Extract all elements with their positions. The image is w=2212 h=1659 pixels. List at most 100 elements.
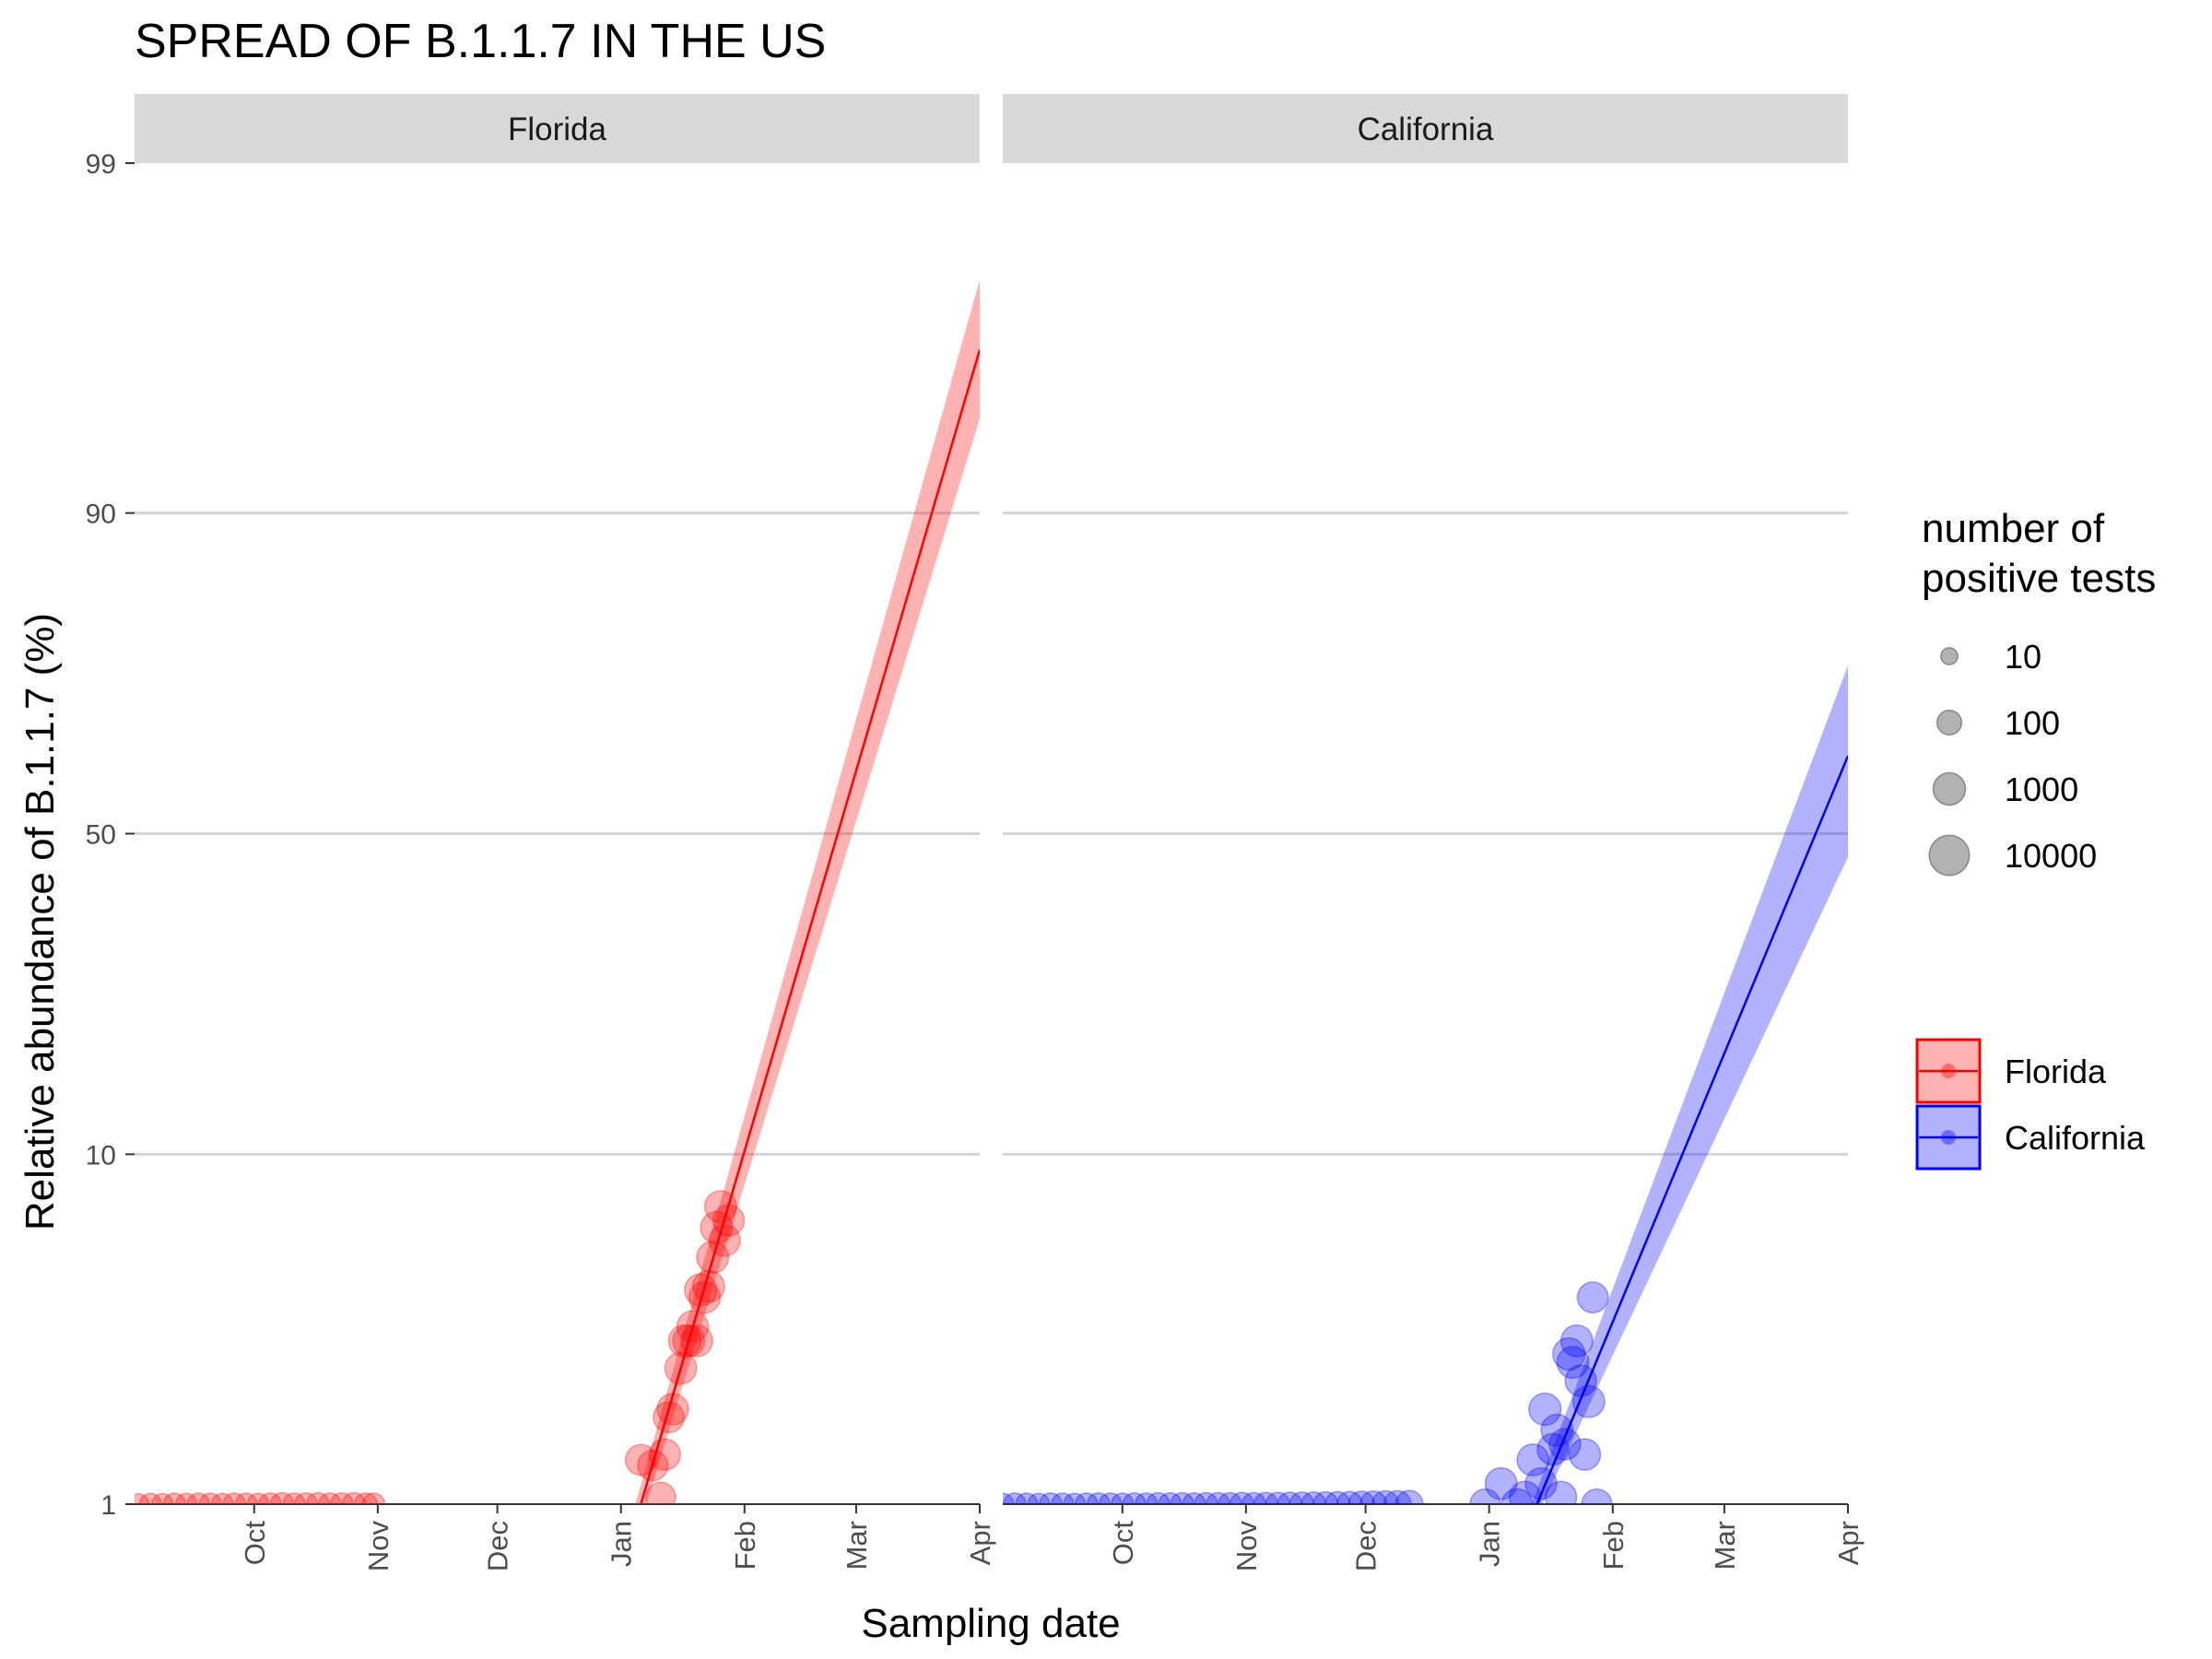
x-tick-label: Oct <box>1107 1521 1139 1566</box>
data-point <box>293 1491 319 1504</box>
data-point <box>1500 1488 1534 1504</box>
data-point <box>1544 1480 1578 1504</box>
x-tick-label: Mar <box>1709 1521 1741 1570</box>
data-point <box>1312 1490 1339 1504</box>
data-point <box>1559 1324 1594 1358</box>
data-point <box>1182 1491 1206 1504</box>
facet-strip-label: Florida <box>508 112 607 147</box>
data-point <box>1571 1384 1606 1418</box>
data-point <box>708 1224 741 1257</box>
facet-strip <box>135 94 980 163</box>
data-point <box>138 1492 162 1504</box>
data-point <box>637 1449 669 1482</box>
legend-layer: number of positive tests 10 100 1000 10000 Flo… <box>1915 506 2156 1171</box>
data-point <box>1134 1492 1159 1504</box>
data-point <box>700 1210 734 1245</box>
data-point <box>691 1269 725 1303</box>
data-point <box>1552 1336 1586 1371</box>
data-point <box>1540 1413 1574 1447</box>
size-legend-key <box>1940 647 1959 665</box>
y-tick-label: 99 <box>86 149 116 180</box>
data-point <box>676 1310 710 1343</box>
data-point <box>1277 1491 1303 1504</box>
data-point <box>1581 1488 1613 1504</box>
data-point <box>664 1351 698 1385</box>
data-point <box>1194 1491 1218 1504</box>
x-tick-label: Jan <box>606 1521 638 1567</box>
data-point <box>258 1492 282 1504</box>
data-point <box>1536 1432 1570 1466</box>
y-tick-label: 90 <box>86 500 116 530</box>
size-legend-key <box>1936 709 1963 736</box>
data-point <box>1568 1438 1602 1471</box>
data-point <box>1027 1492 1051 1504</box>
data-point <box>696 1241 730 1275</box>
data-point <box>703 1190 737 1224</box>
data-point <box>656 1393 689 1426</box>
color-legend-dot <box>1941 1064 1956 1078</box>
x-tick-label: Apr <box>964 1521 996 1565</box>
data-point <box>174 1492 198 1504</box>
data-point <box>1158 1491 1182 1504</box>
data-point <box>1122 1491 1147 1504</box>
data-point <box>1324 1490 1351 1504</box>
data-point <box>1015 1492 1039 1504</box>
data-point <box>1074 1492 1099 1504</box>
data-point <box>1394 1489 1424 1504</box>
data-point <box>135 1493 150 1504</box>
size-legend-key <box>1932 771 1967 806</box>
data-point <box>1300 1491 1327 1504</box>
data-point <box>162 1492 186 1504</box>
size-legend-title: number of <box>1922 506 2105 551</box>
data-point <box>1508 1480 1542 1504</box>
data-point <box>329 1491 354 1504</box>
data-point <box>645 1481 677 1504</box>
data-point <box>1039 1492 1063 1504</box>
panel-content <box>135 279 980 1504</box>
data-point <box>688 1280 722 1314</box>
x-tick-label: Dec <box>1350 1521 1382 1571</box>
size-legend-label: 1000 <box>2005 771 2078 808</box>
x-axis-label: Sampling date <box>861 1601 1120 1646</box>
data-point <box>1170 1491 1194 1504</box>
data-point <box>653 1401 686 1434</box>
data-point <box>679 1324 713 1358</box>
size-legend-label: 10000 <box>2005 837 2097 875</box>
size-legend-label: 10 <box>2005 638 2041 676</box>
facet-panel: Florida Oct Nov Dec Jan Feb Mar Apr <box>135 94 996 1571</box>
data-point <box>1335 1490 1363 1504</box>
data-point <box>1098 1492 1123 1504</box>
data-point <box>648 1438 681 1471</box>
fit-line <box>640 349 980 1504</box>
size-legend-label: 100 <box>2005 704 2060 742</box>
data-point <box>1484 1466 1518 1500</box>
data-point <box>1564 1364 1597 1397</box>
data-point <box>1548 1428 1582 1461</box>
color-legend-label: California <box>2005 1119 2146 1157</box>
x-tick-label: Feb <box>1597 1521 1630 1570</box>
data-point <box>1206 1491 1230 1504</box>
data-point <box>1253 1491 1278 1504</box>
data-point <box>1288 1491 1315 1504</box>
x-tick-label: Mar <box>841 1521 873 1570</box>
data-point <box>712 1204 746 1237</box>
y-tick-label: 10 <box>86 1140 116 1171</box>
data-point <box>1051 1492 1075 1504</box>
data-point <box>1003 1492 1027 1504</box>
y-axis-label: Relative abundance of B.1.1.7 (%) <box>18 613 63 1230</box>
data-point <box>624 1443 657 1477</box>
data-point <box>1556 1346 1590 1380</box>
data-point <box>672 1324 706 1358</box>
panel-content <box>1003 665 1848 1504</box>
data-point <box>151 1492 174 1504</box>
data-point <box>234 1492 258 1504</box>
data-point <box>1265 1491 1291 1504</box>
data-point <box>341 1491 367 1504</box>
data-point <box>1218 1491 1242 1504</box>
data-point <box>1086 1491 1111 1504</box>
data-point <box>667 1324 702 1358</box>
data-point <box>305 1491 331 1504</box>
data-point <box>1111 1492 1135 1504</box>
fit-line <box>1535 755 1848 1504</box>
data-point <box>1371 1489 1400 1504</box>
